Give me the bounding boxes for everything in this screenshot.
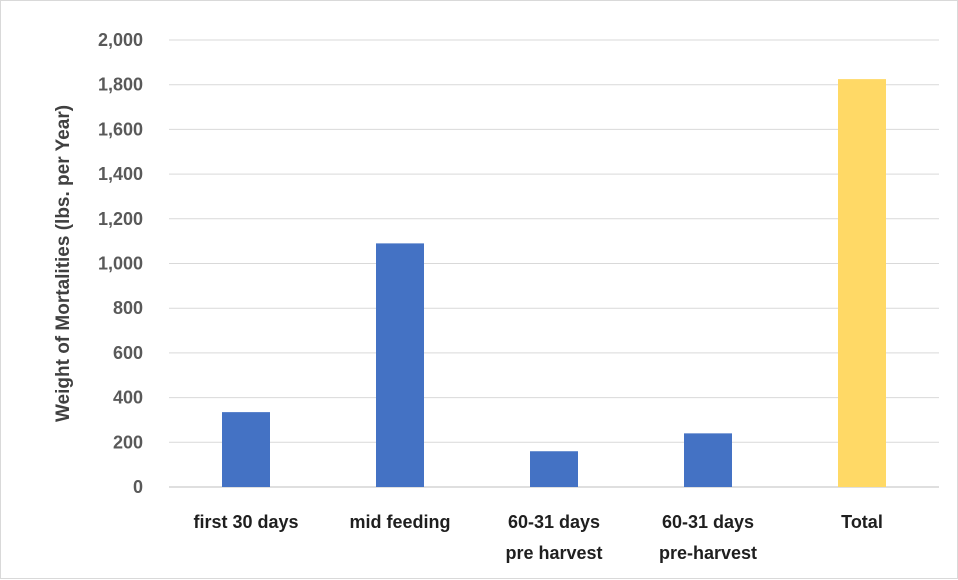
x-tick-label-line: 60-31 days	[662, 512, 754, 532]
x-tick-label: mid feeding	[349, 512, 450, 532]
bars	[222, 79, 886, 488]
x-tick-label: Total	[841, 512, 883, 532]
x-axis-labels: first 30 days mid feeding 60-31 days pre ha…	[193, 512, 882, 563]
gridlines	[169, 39, 939, 488]
y-tick-label: 600	[113, 343, 143, 363]
y-tick-label: 1,800	[98, 75, 143, 95]
x-tick-label: first 30 days	[193, 512, 298, 532]
x-tick-label: 60-31 days pre harvest	[505, 512, 602, 563]
y-tick-label: 1,000	[98, 254, 143, 274]
y-tick-label: 1,600	[98, 119, 143, 139]
y-tick-label: 2,000	[98, 30, 143, 50]
y-tick-label: 1,200	[98, 209, 143, 229]
x-tick-label-line: pre harvest	[505, 543, 602, 563]
x-tick-label-line: mid feeding	[349, 512, 450, 532]
y-axis-ticks: 0 200 400 600 800 1,000 1,200 1,400 1,600 1,800 2,…	[98, 30, 143, 497]
y-axis-title: Weight of Mortalities (lbs. per Year)	[53, 105, 74, 422]
y-tick-label: 0	[133, 477, 143, 497]
x-tick-label-line: first 30 days	[193, 512, 298, 532]
x-tick-label-line: 60-31 days	[508, 512, 600, 532]
y-tick-label: 800	[113, 298, 143, 318]
x-tick-label-line: pre-harvest	[659, 543, 757, 563]
bar	[222, 412, 270, 487]
x-tick-label-line: Total	[841, 512, 883, 532]
y-tick-label: 400	[113, 388, 143, 408]
bar	[376, 243, 424, 487]
x-tick-label: 60-31 days pre-harvest	[659, 512, 757, 563]
y-tick-label: 1,400	[98, 164, 143, 184]
bar	[838, 79, 886, 488]
y-tick-label: 200	[113, 432, 143, 452]
bar	[684, 433, 732, 487]
bar	[530, 451, 578, 487]
